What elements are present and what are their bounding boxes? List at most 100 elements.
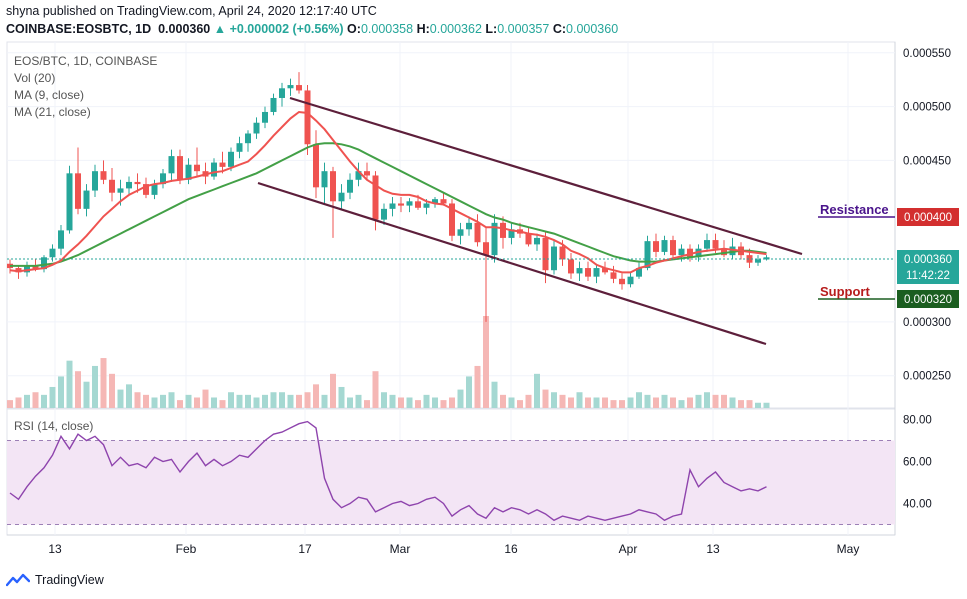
candle-body[interactable]	[661, 240, 668, 252]
tradingview-footer[interactable]: TradingView	[6, 573, 104, 587]
candle-body[interactable]	[610, 272, 617, 279]
candle-body[interactable]	[313, 144, 319, 188]
volume-bar	[517, 400, 523, 408]
candle-body[interactable]	[568, 259, 574, 274]
candle-body[interactable]	[32, 265, 39, 270]
symbol-label[interactable]: COINBASE:EOSBTC, 1D	[6, 22, 152, 36]
candle-body[interactable]	[602, 268, 608, 273]
candle-body[interactable]	[151, 184, 158, 195]
candle-body[interactable]	[525, 233, 532, 245]
candle-body[interactable]	[721, 248, 727, 256]
candle-body[interactable]	[126, 181, 132, 189]
candle-body[interactable]	[585, 268, 591, 277]
candle-body[interactable]	[763, 257, 770, 260]
candle-body[interactable]	[355, 171, 362, 180]
candle-body[interactable]	[338, 192, 345, 202]
candle-body[interactable]	[168, 156, 175, 174]
tradingview-brand: TradingView	[35, 573, 104, 587]
candle-body[interactable]	[500, 222, 506, 238]
volume-bar	[559, 394, 566, 408]
candle-body[interactable]	[270, 97, 277, 112]
candle-body[interactable]	[551, 246, 557, 271]
candle-body[interactable]	[619, 278, 625, 285]
candle-body[interactable]	[75, 173, 81, 209]
candle-body[interactable]	[406, 201, 413, 206]
candle-body[interactable]	[381, 208, 387, 220]
candle-body[interactable]	[219, 162, 226, 167]
candle-body[interactable]	[483, 242, 489, 256]
candle-body[interactable]	[58, 230, 64, 249]
candle-body[interactable]	[534, 237, 540, 245]
volume-bar	[219, 400, 226, 408]
channel-upper-line[interactable]	[289, 96, 803, 256]
candle-body[interactable]	[687, 248, 693, 258]
candle-body[interactable]	[491, 222, 498, 256]
candle-body[interactable]	[245, 133, 251, 144]
candle-body[interactable]	[678, 248, 685, 256]
candle-body[interactable]	[296, 85, 302, 91]
candle-body[interactable]	[143, 184, 149, 195]
candle-body[interactable]	[755, 259, 761, 263]
candle-body[interactable]	[321, 171, 328, 188]
candle-body[interactable]	[304, 90, 311, 145]
candle-body[interactable]	[66, 173, 73, 231]
candle-body[interactable]	[372, 175, 379, 220]
candle-body[interactable]	[474, 222, 481, 243]
candle-body[interactable]	[364, 171, 370, 176]
candle-body[interactable]	[457, 229, 464, 236]
candle-body[interactable]	[398, 203, 404, 206]
candle-body[interactable]	[593, 268, 600, 277]
volume-bar	[270, 392, 277, 408]
candle-body[interactable]	[83, 190, 90, 209]
rsi-line[interactable]	[9, 420, 767, 522]
candle-body[interactable]	[228, 151, 234, 167]
candle-body[interactable]	[746, 255, 753, 263]
candle-body[interactable]	[117, 188, 124, 193]
volume-bar	[117, 389, 124, 408]
candle-body[interactable]	[100, 171, 107, 180]
candle-body[interactable]	[449, 203, 455, 236]
candle-body[interactable]	[287, 85, 294, 89]
candle-body[interactable]	[15, 268, 22, 273]
candle-body[interactable]	[415, 201, 421, 208]
candle-body[interactable]	[160, 173, 166, 185]
candle-body[interactable]	[508, 229, 515, 238]
candle-body[interactable]	[542, 237, 549, 271]
candle-body[interactable]	[576, 268, 583, 274]
candle-body[interactable]	[644, 241, 651, 269]
candle-body[interactable]	[636, 268, 642, 277]
candle-body[interactable]	[695, 248, 702, 258]
candle-body[interactable]	[627, 276, 634, 285]
candle-body[interactable]	[109, 179, 115, 193]
candle-body[interactable]	[653, 241, 659, 252]
ma21-line[interactable]	[10, 142, 767, 267]
candle-body[interactable]	[262, 111, 268, 123]
candle-body[interactable]	[423, 203, 430, 208]
candle-body[interactable]	[185, 164, 192, 180]
candle-body[interactable]	[330, 171, 336, 202]
candle-body[interactable]	[704, 240, 710, 249]
candle-body[interactable]	[177, 156, 183, 180]
candle-body[interactable]	[92, 171, 98, 191]
candle-body[interactable]	[670, 240, 676, 256]
candle-body[interactable]	[432, 199, 438, 204]
candle-body[interactable]	[211, 162, 217, 177]
candle-body[interactable]	[253, 122, 260, 134]
candle-body[interactable]	[49, 248, 56, 258]
candle-body[interactable]	[41, 257, 47, 270]
candle-body[interactable]	[24, 265, 30, 273]
candle-body[interactable]	[466, 222, 472, 230]
candle-body[interactable]	[279, 88, 285, 98]
candle-body[interactable]	[389, 203, 396, 209]
candle-body[interactable]	[194, 164, 200, 172]
candle-body[interactable]	[712, 240, 719, 249]
candle-body[interactable]	[134, 181, 141, 185]
candle-body[interactable]	[440, 199, 447, 204]
ma9-line[interactable]	[9, 110, 767, 274]
candle-body[interactable]	[729, 246, 736, 256]
candle-body[interactable]	[347, 179, 353, 193]
channel-lower-line[interactable]	[257, 181, 767, 346]
candle-body[interactable]	[559, 246, 566, 260]
candle-body[interactable]	[236, 143, 243, 152]
